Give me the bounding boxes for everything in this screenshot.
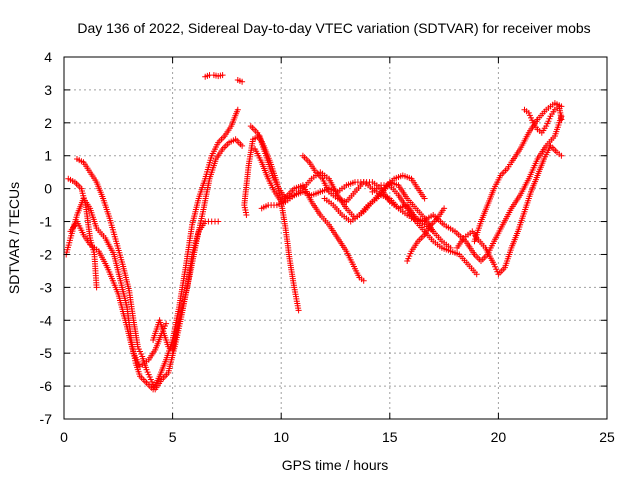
plot-frame	[63, 56, 608, 420]
x-tick-label: 5	[169, 429, 177, 445]
series-markers	[252, 146, 367, 284]
y-tick-label: -2	[40, 246, 53, 262]
series-markers	[63, 106, 241, 393]
series-6	[202, 72, 226, 80]
y-tick-label: -7	[40, 411, 53, 427]
series-10	[252, 146, 367, 284]
series-16	[408, 113, 565, 264]
y-tick-label: -6	[40, 378, 53, 394]
series-markers	[408, 113, 565, 264]
series-markers	[454, 142, 565, 278]
x-tick-label: 15	[382, 429, 398, 445]
series-19	[521, 103, 565, 136]
series-7	[234, 77, 246, 85]
series-5	[150, 136, 246, 353]
x-tick-label: 10	[273, 429, 289, 445]
y-tick-label: -5	[40, 345, 53, 361]
series-markers	[247, 123, 302, 314]
series-markers	[521, 103, 565, 136]
series-17	[454, 142, 565, 278]
y-axis-title: SDTVAR / TECUs	[6, 182, 22, 294]
series-markers	[67, 218, 170, 370]
y-tick-label: -1	[40, 214, 53, 230]
x-axis-title: GPS time / hours	[282, 457, 389, 473]
axis-ticks: 0 5 10 15 20 25 -7 -6 -5 -4 -3 -2 -1 0 1 2 3 4	[40, 49, 615, 445]
series-markers	[202, 72, 226, 80]
series-2	[65, 175, 100, 291]
series-markers	[471, 100, 565, 245]
x-tick-label: 20	[491, 429, 507, 445]
y-tick-label: 1	[44, 148, 52, 164]
series-1	[63, 106, 241, 393]
series-markers	[150, 136, 246, 353]
series-markers	[321, 172, 428, 225]
series-9	[247, 123, 302, 314]
y-tick-label: -4	[40, 312, 53, 328]
x-tick-label: 25	[599, 429, 615, 445]
y-tick-label: -3	[40, 279, 53, 295]
y-tick-label: 2	[44, 115, 52, 131]
series-13	[321, 172, 428, 225]
series-markers	[65, 175, 100, 291]
series-markers	[234, 77, 246, 85]
series-4	[67, 218, 170, 370]
y-tick-label: 3	[44, 82, 52, 98]
plot-area	[63, 72, 565, 393]
chart-title: Day 136 of 2022, Sidereal Day-to-day VTE…	[77, 20, 590, 36]
x-tick-label: 0	[60, 429, 68, 445]
y-tick-label: 0	[44, 181, 52, 197]
series-18	[471, 100, 565, 245]
y-tick-label: 4	[44, 49, 52, 65]
